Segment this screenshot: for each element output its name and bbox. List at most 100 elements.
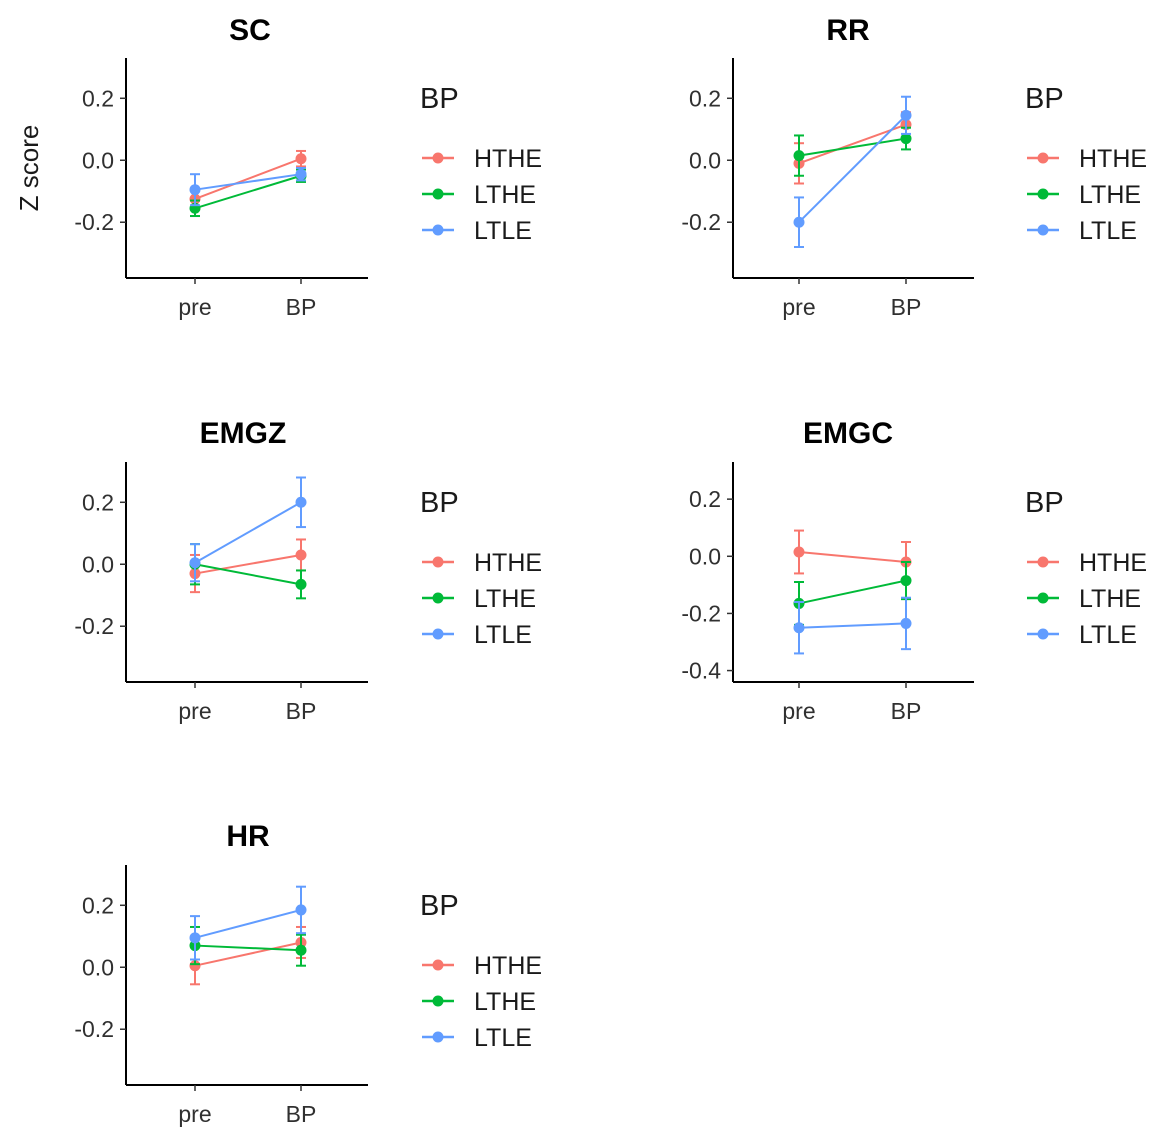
series-hthe (189, 149, 307, 208)
legend: BP HTHE LTHE LTLE (420, 890, 542, 1052)
series-line (194, 174, 302, 210)
legend-key-point (432, 628, 444, 640)
legend-key-point (1037, 152, 1049, 164)
data-point (900, 575, 912, 587)
legend-item-ltle: LTLE (422, 217, 532, 245)
legend-item-lthe: LTHE (1027, 181, 1141, 209)
data-point (295, 496, 307, 508)
series-line (194, 563, 302, 586)
legend-item-hthe: HTHE (1027, 145, 1147, 173)
legend-key-point (1037, 224, 1049, 236)
legend-label: LTHE (474, 181, 536, 209)
series-line (798, 123, 907, 165)
legend-label: LTLE (474, 1024, 532, 1052)
y-tick-label: 0.0 (82, 551, 114, 577)
legend-key-point (1037, 628, 1049, 640)
legend-label: LTLE (474, 217, 532, 245)
legend-label: LTLE (1079, 217, 1137, 245)
y-tick-label: 0.0 (689, 147, 721, 173)
legend-item-hthe: HTHE (422, 145, 542, 173)
legend-label: HTHE (1079, 145, 1147, 173)
legend-key-point (432, 188, 444, 200)
legend-key-point (432, 959, 444, 971)
data-point (189, 184, 201, 196)
legend-label: LTHE (1079, 181, 1141, 209)
legend-item-ltle: LTLE (1027, 621, 1137, 649)
panel-title: SC (229, 14, 271, 47)
legend-item-lthe: LTHE (422, 181, 536, 209)
legend: BP HTHE LTHE LTLE (1025, 83, 1147, 245)
data-point (793, 150, 805, 162)
legend-key-point (432, 592, 444, 604)
y-tick-label: 0.0 (689, 543, 721, 569)
legend-label: LTLE (474, 621, 532, 649)
legend: BP HTHE LTHE LTLE (1025, 487, 1147, 649)
legend-label: LTLE (1079, 621, 1137, 649)
legend: BP HTHE LTHE LTLE (420, 487, 542, 649)
series-line (194, 173, 302, 191)
y-tick-label: -0.2 (681, 600, 721, 626)
y-tick-label: -0.2 (681, 209, 721, 235)
legend-title: BP (420, 487, 459, 519)
x-tick-label: BP (891, 294, 922, 320)
y-axis-title: Z score (14, 125, 44, 212)
legend-title: BP (420, 83, 459, 115)
series-line (798, 114, 907, 223)
legend-item-hthe: HTHE (422, 549, 542, 577)
panel-sc: SC -0.2 0.0 0.2 pre BP Z score BP HTHE LTHE LTLE (14, 14, 542, 320)
panel-title: EMGC (803, 417, 893, 450)
y-tick-label: 0.2 (689, 486, 721, 512)
series-lthe (189, 925, 307, 967)
panel-emgz: EMGZ -0.2 0.0 0.2 pre BP BP HTHE LTHE LTLE (74, 417, 542, 724)
legend-key-point (1037, 592, 1049, 604)
legend-item-lthe: LTHE (422, 585, 536, 613)
series-line (798, 622, 907, 629)
legend: BP HTHE LTHE LTLE (420, 83, 542, 245)
legend-key-point (432, 224, 444, 236)
x-tick-label: BP (891, 698, 922, 724)
legend-title: BP (420, 890, 459, 922)
data-point (793, 546, 805, 558)
legend-title: BP (1025, 83, 1064, 115)
legend-key-point (432, 152, 444, 164)
series-line (798, 551, 907, 563)
legend-title: BP (1025, 487, 1064, 519)
y-tick-label: -0.2 (74, 613, 114, 639)
y-tick-label: 0.2 (82, 489, 114, 515)
y-tick-label: -0.2 (74, 209, 114, 235)
legend-label: LTHE (474, 988, 536, 1016)
legend-key-point (432, 556, 444, 568)
series-line (798, 579, 907, 605)
data-point (793, 216, 805, 228)
x-tick-label: pre (178, 1101, 211, 1127)
x-tick-label: pre (782, 698, 815, 724)
series-ltle (189, 167, 307, 207)
y-tick-label: -0.2 (74, 1016, 114, 1042)
series-ltle (793, 95, 912, 249)
x-tick-label: BP (286, 1101, 317, 1127)
legend-label: HTHE (474, 549, 542, 577)
legend-label: HTHE (474, 952, 542, 980)
x-tick-label: pre (178, 294, 211, 320)
series-ltle (189, 476, 307, 583)
series-lthe (793, 561, 912, 626)
y-tick-label: -0.4 (681, 658, 721, 684)
series-line (194, 553, 302, 575)
legend-item-ltle: LTLE (422, 621, 532, 649)
panel-hr: HR -0.2 0.0 0.2 pre BP BP HTHE LTHE LTLE (74, 820, 542, 1127)
data-point (295, 153, 307, 165)
data-point (900, 617, 912, 629)
legend-label: HTHE (1079, 549, 1147, 577)
data-point (189, 932, 201, 944)
panel-title: HR (226, 820, 270, 853)
series-ltle (189, 885, 307, 961)
series-lthe (793, 126, 912, 177)
series-line (194, 941, 302, 967)
data-point (900, 133, 912, 145)
data-point (295, 578, 307, 590)
y-tick-label: 0.2 (82, 892, 114, 918)
y-tick-label: 0.0 (82, 147, 114, 173)
series-line (194, 501, 302, 564)
legend-item-ltle: LTLE (1027, 217, 1137, 245)
x-tick-label: pre (178, 698, 211, 724)
